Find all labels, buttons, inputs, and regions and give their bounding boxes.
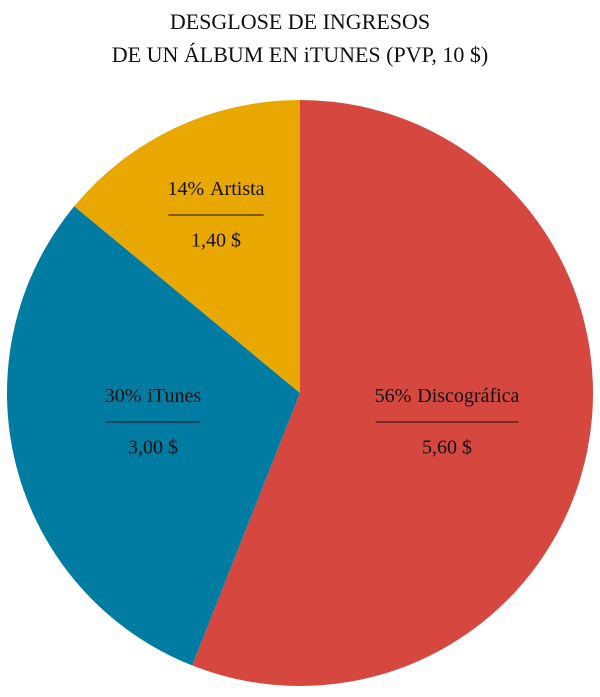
amount-label: 5,60 $ bbox=[422, 437, 472, 459]
slice-label: 30% iTunes bbox=[105, 385, 202, 407]
pie-slice bbox=[7, 206, 300, 666]
value-label: 14% bbox=[167, 178, 204, 200]
amount-label: 1,40 $ bbox=[191, 230, 241, 252]
category-label: Artista bbox=[210, 178, 265, 200]
category-label: iTunes bbox=[147, 385, 201, 407]
value-label: 30% bbox=[105, 385, 142, 407]
chart-title: DE UN ÁLBUM EN iTUNES (PVP, 10 $) bbox=[112, 42, 488, 67]
pie-slice bbox=[192, 100, 593, 686]
slice-label: 14% Artista bbox=[167, 178, 264, 200]
amount-label: 3,00 $ bbox=[128, 437, 178, 459]
value-label: 56% bbox=[375, 385, 412, 407]
chart-title: DESGLOSE DE INGRESOS bbox=[170, 9, 430, 34]
pie-slice bbox=[74, 100, 300, 393]
category-label: Discográfica bbox=[417, 385, 519, 407]
slice-label: 56% Discográfica bbox=[375, 385, 520, 407]
